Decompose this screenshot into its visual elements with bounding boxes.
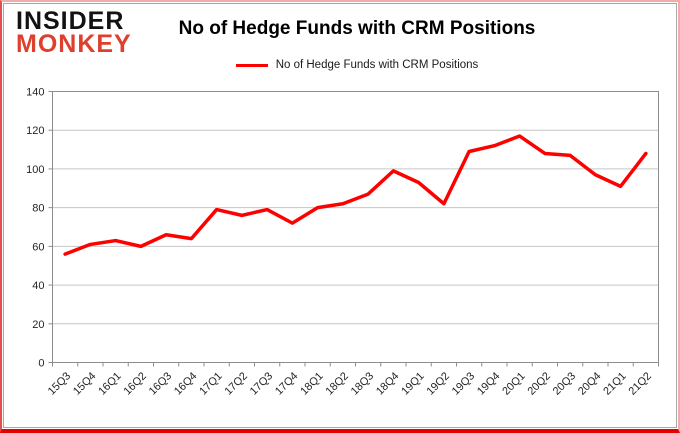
- x-tick-label: 19Q3: [450, 370, 478, 398]
- x-tick-label: 16Q1: [96, 370, 124, 398]
- x-tick-label: 17Q3: [248, 370, 276, 398]
- x-tick-label: 18Q2: [323, 370, 351, 398]
- y-tick-label: 0: [38, 358, 44, 370]
- x-tick-label: 21Q2: [626, 370, 654, 398]
- x-tick-label: 21Q1: [601, 370, 629, 398]
- x-tick-label: 20Q2: [525, 370, 553, 398]
- insider-monkey-logo: INSIDER MONKEY: [16, 7, 132, 58]
- legend-label: No of Hedge Funds with CRM Positions: [275, 59, 479, 71]
- y-tick-label: 80: [32, 203, 44, 215]
- y-tick-label: 100: [26, 164, 44, 176]
- x-tick-label: 19Q2: [424, 370, 452, 398]
- x-tick-label: 17Q2: [222, 370, 250, 398]
- x-tick-label: 19Q4: [475, 370, 503, 398]
- x-tick-label: 16Q2: [121, 370, 149, 398]
- chart-title: No of Hedge Funds with CRM Positions: [178, 18, 536, 39]
- x-tick-label: 18Q4: [374, 370, 402, 398]
- y-tick-label: 60: [32, 241, 44, 253]
- x-tick-label: 18Q3: [349, 370, 377, 398]
- y-tick-label: 40: [32, 280, 44, 292]
- x-tick-label: 17Q1: [197, 370, 225, 398]
- x-tick-label: 18Q1: [298, 370, 326, 398]
- series-line: [63, 134, 648, 256]
- x-tick-label: 20Q1: [500, 370, 528, 398]
- logo-line-monkey: MONKEY: [16, 30, 132, 58]
- x-tick-label: 15Q4: [71, 370, 99, 398]
- logo-line-insider: INSIDER: [16, 7, 125, 35]
- x-tick-label: 15Q3: [46, 370, 74, 398]
- x-tick-label: 16Q3: [147, 370, 175, 398]
- x-tick-label: 17Q4: [273, 370, 301, 398]
- x-tick-label: 16Q4: [172, 370, 200, 398]
- y-tick-label: 120: [26, 125, 44, 137]
- x-tick-label: 20Q4: [576, 370, 604, 398]
- y-tick-label: 140: [26, 87, 44, 99]
- plot-border: [52, 91, 659, 363]
- legend: No of Hedge Funds with CRM Positions: [152, 59, 562, 71]
- y-tick-label: 20: [32, 319, 44, 331]
- legend-line-swatch: [235, 63, 268, 67]
- x-tick-label: 20Q3: [551, 370, 579, 398]
- x-tick-label: 19Q1: [399, 370, 427, 398]
